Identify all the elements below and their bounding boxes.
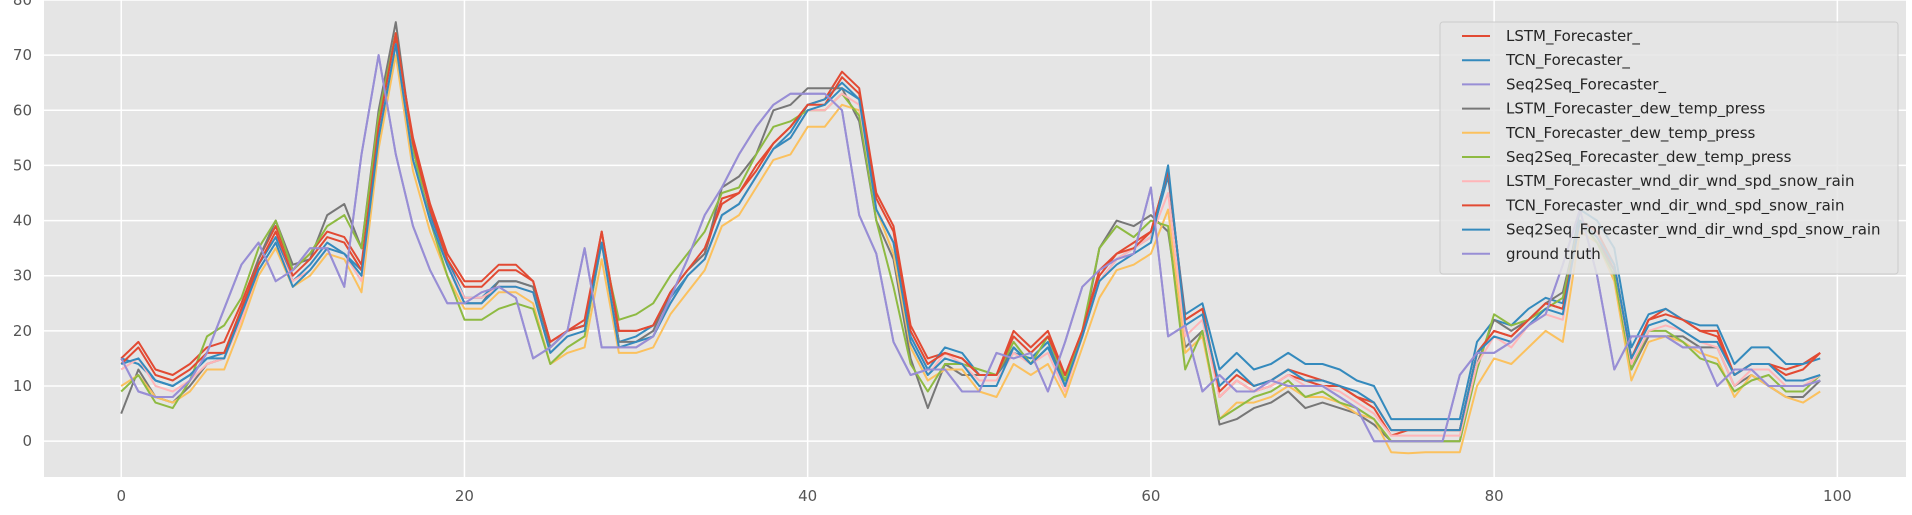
x-tick-label: 20	[455, 487, 474, 505]
y-tick-label: 0	[22, 432, 32, 450]
series-line	[120, 54, 1821, 455]
legend-label: Seq2Seq_Forecaster_dew_temp_press	[1506, 148, 1792, 167]
legend-label: LSTM_Forecaster_	[1506, 27, 1640, 46]
legend: LSTM_Forecaster_ TCN_Forecaster_ Seq2Seq_F…	[1439, 21, 1899, 275]
x-axis-ticks: 0 20 40 60 80 100	[116, 487, 1851, 505]
legend-label: Seq2Seq_Forecaster_	[1506, 75, 1666, 94]
y-tick-label: 30	[13, 267, 32, 285]
legend-label: LSTM_Forecaster_dew_temp_press	[1506, 100, 1766, 119]
legend-label: TCN_Forecaster_dew_temp_press	[1505, 124, 1756, 143]
y-tick-label: 70	[13, 46, 32, 64]
series-lines	[120, 21, 1821, 455]
x-tick-label: 60	[1141, 487, 1160, 505]
y-tick-label: 50	[13, 156, 32, 174]
y-tick-label: 80	[13, 0, 32, 9]
legend-label: TCN_Forecaster_wnd_dir_wnd_spd_snow_rain	[1505, 196, 1844, 215]
x-tick-label: 0	[116, 487, 126, 505]
x-tick-label: 80	[1485, 487, 1504, 505]
y-tick-label: 40	[13, 212, 32, 230]
y-tick-label: 10	[13, 377, 32, 395]
x-tick-label: 40	[798, 487, 817, 505]
legend-label: Seq2Seq_Forecaster_wnd_dir_wnd_spd_snow_…	[1506, 221, 1881, 240]
y-tick-label: 20	[13, 322, 32, 340]
legend-label: TCN_Forecaster_	[1505, 51, 1630, 70]
series-line	[120, 54, 1821, 443]
series-line	[120, 43, 1821, 432]
series-line	[120, 32, 1821, 432]
legend-label: LSTM_Forecaster_wnd_dir_wnd_spd_snow_rai…	[1506, 172, 1854, 191]
y-axis-ticks: 0 10 20 30 40 50 60 70 80	[13, 0, 32, 450]
x-tick-label: 100	[1823, 487, 1852, 505]
legend-label: ground truth	[1506, 245, 1601, 263]
y-tick-label: 60	[13, 101, 32, 119]
legend-box	[1439, 21, 1899, 275]
